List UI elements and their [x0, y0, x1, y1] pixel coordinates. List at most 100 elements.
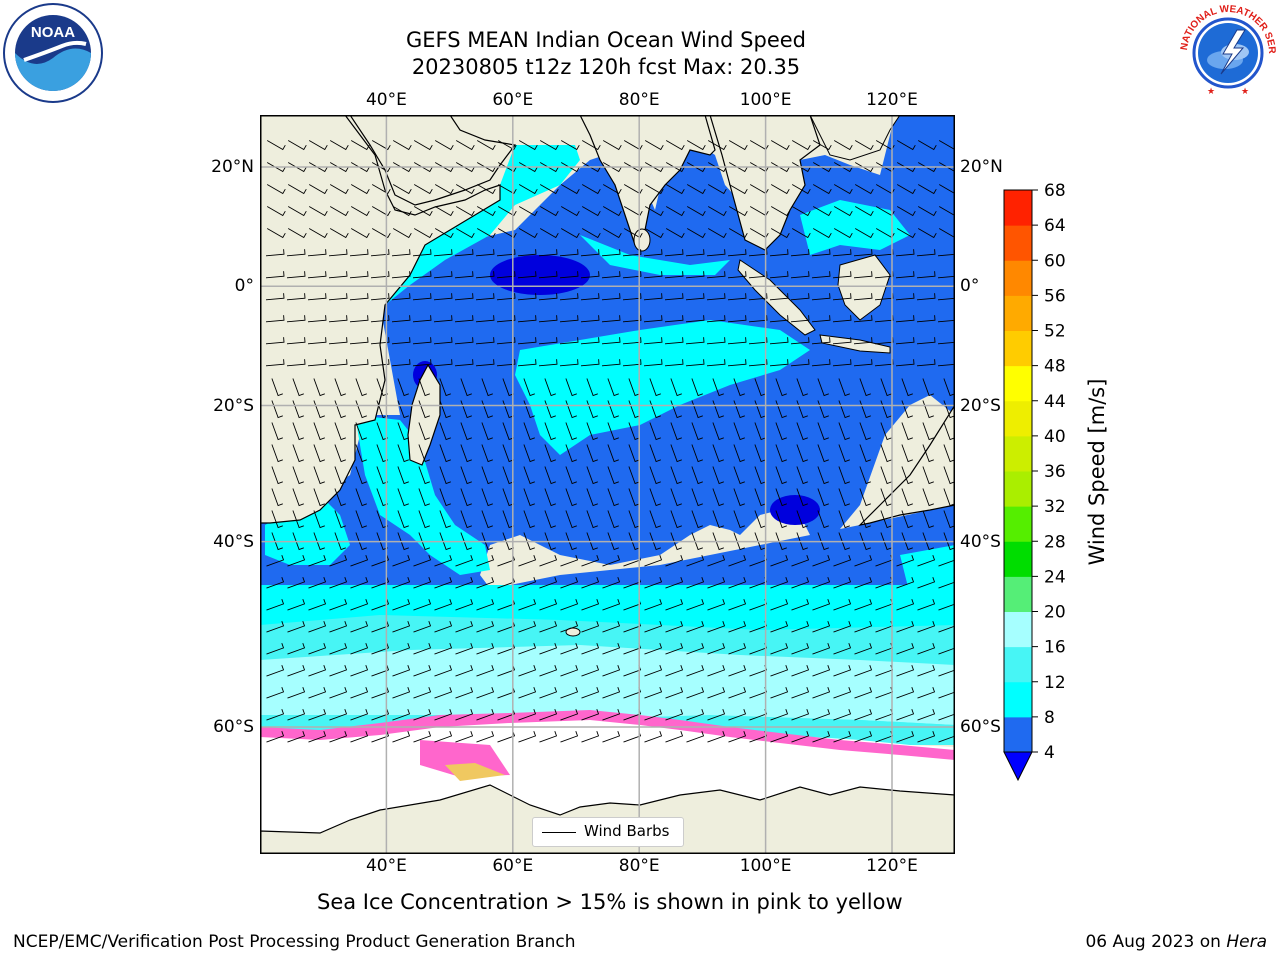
- wind-barb: [917, 184, 937, 195]
- colorbar-tick-label: 4: [1044, 743, 1055, 763]
- wind-barb: [350, 643, 369, 655]
- wind-barb: [643, 337, 663, 345]
- wind-barb: [706, 315, 726, 323]
- wind-barb: [901, 510, 913, 529]
- wind-barb: [286, 249, 306, 257]
- wind-barb: [391, 293, 411, 301]
- wind-barb: [434, 228, 454, 239]
- wind-barb: [350, 599, 369, 611]
- wind-barb: [748, 293, 768, 301]
- wind-barb: [328, 359, 348, 367]
- wind-barb: [460, 378, 472, 397]
- wind-barb: [328, 315, 348, 323]
- wind-barb: [265, 271, 285, 279]
- wind-barb: [895, 271, 915, 279]
- lon-tick-label: 120°E: [866, 90, 918, 110]
- wind-barb: [832, 271, 852, 279]
- wind-barb: [266, 665, 285, 677]
- wind-barb: [812, 599, 831, 611]
- wind-barb: [670, 422, 682, 441]
- wind-barb: [791, 162, 811, 173]
- wind-barb: [917, 555, 936, 567]
- wind-barb: [539, 643, 558, 655]
- wind-barb: [896, 599, 915, 611]
- wind-barb: [523, 444, 535, 463]
- wind-barb: [817, 466, 829, 485]
- wind-barb: [770, 687, 789, 699]
- wind-barb: [853, 337, 873, 345]
- wind-barb: [665, 643, 684, 655]
- wind-barb: [601, 249, 621, 257]
- wind-barb: [413, 643, 432, 655]
- wind-barb: [817, 378, 829, 397]
- wind-barb: [607, 488, 619, 507]
- wind-barb: [475, 337, 495, 345]
- wind-barb: [518, 731, 537, 743]
- wind-barb: [539, 731, 558, 743]
- wind-barb: [518, 184, 538, 195]
- wind-barb: [307, 337, 327, 345]
- wind-barb: [691, 466, 703, 485]
- wind-barb: [880, 510, 892, 529]
- wind-barb: [371, 577, 390, 589]
- wind-barb: [775, 444, 787, 463]
- wind-barb: [602, 599, 621, 611]
- wind-barb: [665, 228, 685, 239]
- wind-barb: [287, 555, 306, 567]
- wind-barb: [770, 599, 789, 611]
- wind-barb: [329, 621, 348, 633]
- wind-barb: [308, 206, 328, 217]
- wind-barb: [602, 555, 621, 567]
- wind-barb: [943, 510, 955, 529]
- wind-barb: [685, 271, 705, 279]
- wind-barb: [917, 643, 936, 655]
- colorbar-segment: [1004, 330, 1032, 367]
- wind-barb: [271, 378, 283, 397]
- wind-barb: [895, 359, 915, 367]
- wind-barb: [665, 621, 684, 633]
- wind-barb: [770, 577, 789, 589]
- wind-barb: [413, 709, 432, 721]
- wind-barb: [706, 249, 726, 257]
- national-weather-service-logo: NATIONAL WEATHER SERVICE ★ ★: [1177, 2, 1277, 102]
- wind-barb: [649, 378, 661, 397]
- wind-barb: [796, 378, 808, 397]
- run-date: 06 Aug 2023 on Hera: [1085, 932, 1267, 952]
- colorbar-tick-label: 28: [1044, 532, 1066, 552]
- wind-barb: [770, 555, 789, 567]
- wind-barb: [371, 228, 391, 239]
- wind-barb: [497, 184, 517, 195]
- wind-barb: [544, 444, 556, 463]
- wind-barb: [287, 184, 307, 195]
- wind-barb: [329, 599, 348, 611]
- wind-barb: [308, 162, 328, 173]
- wind-barb: [455, 731, 474, 743]
- wind-barb: [539, 709, 558, 721]
- wind-barb: [307, 315, 327, 323]
- wind-barb: [685, 315, 705, 323]
- wind-barb: [418, 532, 430, 551]
- sea-ice-patch: [420, 740, 510, 777]
- wind-barb: [539, 599, 558, 611]
- wind-barb: [496, 249, 516, 257]
- wind-barb: [580, 359, 600, 367]
- wind-barb: [266, 731, 285, 743]
- wind-barb: [370, 249, 390, 257]
- wind-barb: [350, 555, 369, 567]
- wind-barb: [308, 621, 327, 633]
- wind-barb: [643, 293, 663, 301]
- wind-barb: [812, 206, 832, 217]
- wind-barb: [308, 599, 327, 611]
- wind-barb: [686, 162, 706, 173]
- wind-barb: [476, 555, 495, 567]
- wind-barb: [727, 249, 747, 257]
- wind-barb: [392, 206, 412, 217]
- wind-barb: [686, 643, 705, 655]
- colorbar-tick-label: 8: [1044, 708, 1055, 728]
- wind-barb: [622, 271, 642, 279]
- wind-barb: [271, 444, 283, 463]
- wind-band-8-12-southwest: [355, 415, 490, 575]
- wind-barb: [538, 249, 558, 257]
- wind-barb: [286, 359, 306, 367]
